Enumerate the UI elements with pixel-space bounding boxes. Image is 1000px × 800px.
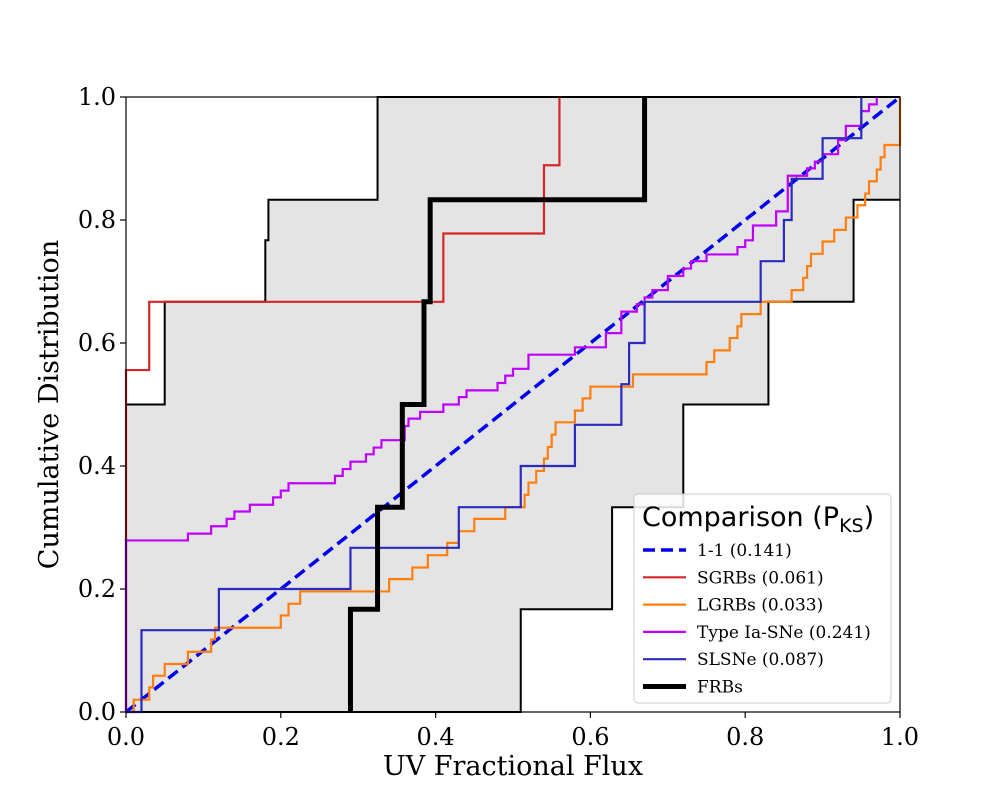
legend-entry-label: SLSNe (0.087): [697, 650, 824, 670]
series-group: [124, 95, 902, 714]
y-tick-label: 0.2: [78, 575, 116, 603]
legend-title-close: ): [864, 502, 875, 533]
legend-box: [633, 493, 892, 704]
legend-entry-label: 1-1 (0.141): [697, 541, 792, 561]
band-lower-edge: [126, 198, 900, 713]
x-tick-label: 0.8: [726, 723, 764, 751]
series-lgrbs-0-033: [126, 97, 902, 714]
x-axis-title: UV Fractional Flux: [383, 751, 643, 782]
legend-entry-label: Type Ia-SNe (0.241): [697, 623, 871, 643]
x-tick-label: 0.0: [107, 723, 145, 751]
band-upper-edge: [126, 96, 900, 406]
y-tick-label: 0.6: [78, 329, 116, 357]
y-tick-label: 0.0: [78, 698, 116, 726]
legend-title: Comparison (PKS): [642, 502, 874, 537]
series-sgrbs-0-061: [124, 97, 561, 712]
plot-frame: [125, 96, 901, 713]
y-tick-label: 0.4: [78, 452, 116, 480]
series-1-1-0-141: [124, 95, 902, 714]
y-axis-title: Cumulative Distribution: [34, 240, 65, 569]
legend-title-subscript: KS: [839, 515, 864, 537]
series-slsne-0-087: [126, 97, 863, 714]
legend-entry-label: LGRBs (0.033): [697, 596, 823, 616]
y-tick-label: 1.0: [78, 83, 116, 111]
legend: Comparison (PKS) 1-1 (0.141) SGRBs (0.061…: [633, 493, 892, 704]
x-tick-label: 0.6: [571, 723, 609, 751]
y-axis-ticks: 0.0 0.2 0.4 0.6 0.8 1.0: [78, 83, 126, 726]
x-tick-label: 0.2: [262, 723, 300, 751]
x-tick-label: 1.0: [881, 723, 919, 751]
legend-title-text: Comparison (P: [642, 502, 839, 533]
x-axis-ticks: 0.0 0.2 0.4 0.6 0.8 1.0: [107, 712, 919, 751]
series-frbs: [347, 97, 648, 712]
legend-entries: 1-1 (0.141) SGRBs (0.061) LGRBs (0.033) Typ…: [643, 541, 871, 698]
legend-entry-label: FRBs: [697, 678, 743, 698]
legend-entry-label: SGRBs (0.061): [697, 568, 824, 588]
series-type-ia-sne-0-241: [124, 97, 878, 712]
y-tick-label: 0.8: [78, 206, 116, 234]
x-tick-label: 0.4: [417, 723, 455, 751]
